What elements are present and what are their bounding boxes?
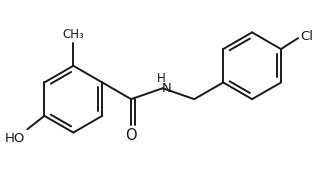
Text: HO: HO	[5, 132, 25, 145]
Text: CH₃: CH₃	[63, 28, 84, 41]
Text: O: O	[125, 128, 137, 143]
Text: H: H	[157, 72, 166, 85]
Text: Cl: Cl	[301, 30, 313, 43]
Text: N: N	[162, 82, 172, 95]
